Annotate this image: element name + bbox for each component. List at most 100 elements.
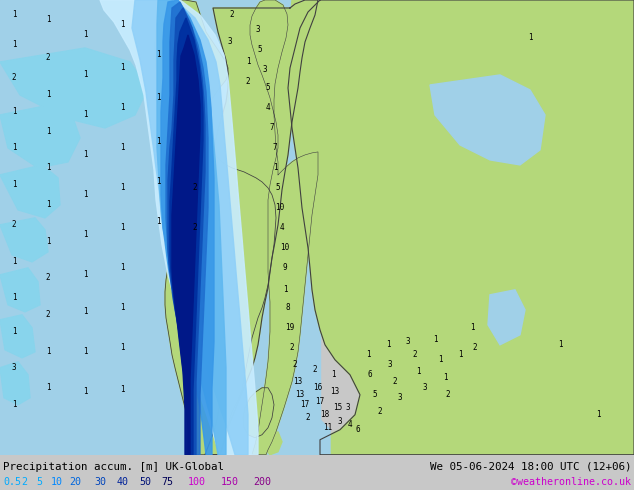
Text: 150: 150 [221,477,238,487]
Text: 2: 2 [11,220,16,229]
Text: 1: 1 [11,144,16,152]
Text: 3: 3 [346,403,351,412]
Text: 1: 1 [558,340,562,349]
Polygon shape [288,0,634,455]
Text: 11: 11 [323,423,333,432]
Text: 3: 3 [228,37,232,47]
Text: 1: 1 [443,373,448,382]
Text: 9: 9 [283,263,287,272]
Polygon shape [155,0,276,455]
Text: 3: 3 [406,337,410,346]
Polygon shape [291,0,305,14]
Text: 200: 200 [254,477,271,487]
Text: 3: 3 [338,417,342,426]
Text: 1: 1 [120,183,124,193]
Text: 1: 1 [82,307,87,317]
Text: 1: 1 [46,91,50,99]
Text: 17: 17 [315,397,325,406]
Text: 1: 1 [11,10,16,20]
Polygon shape [0,315,35,358]
Text: 1: 1 [46,200,50,209]
Text: 1: 1 [82,150,87,159]
Text: 19: 19 [285,323,295,332]
Text: 2: 2 [11,74,16,82]
Text: 1: 1 [82,270,87,279]
Text: 1: 1 [46,163,50,172]
Text: 2: 2 [193,183,197,193]
Polygon shape [0,165,60,218]
Text: 2: 2 [306,413,310,422]
Text: 6: 6 [368,370,372,379]
Text: 8: 8 [286,303,290,312]
Text: 2: 2 [246,77,250,86]
Text: 1: 1 [82,71,87,79]
Text: 3: 3 [11,363,16,372]
Text: 1: 1 [120,64,124,73]
Polygon shape [0,105,80,168]
Text: 1: 1 [432,335,437,344]
Text: 2: 2 [392,377,398,386]
Text: 1: 1 [46,383,50,392]
Polygon shape [170,18,203,455]
Text: 2: 2 [293,360,297,369]
Text: 1: 1 [11,41,16,49]
Text: 1: 1 [120,144,124,152]
Text: 10: 10 [275,203,285,212]
Text: 5: 5 [36,477,42,487]
Text: 1: 1 [246,57,250,67]
Text: 5: 5 [276,183,280,193]
Text: 1: 1 [11,180,16,190]
Text: 1: 1 [331,370,335,379]
Text: 1: 1 [458,350,462,359]
Text: 18: 18 [320,410,330,419]
Text: 2: 2 [378,407,382,416]
Polygon shape [430,75,545,165]
Text: 1: 1 [11,107,16,117]
Text: 1: 1 [156,94,160,102]
Text: 1: 1 [596,410,600,419]
Text: 1: 1 [82,230,87,239]
Text: 1: 1 [120,385,124,394]
Text: 1: 1 [283,285,287,294]
Text: 13: 13 [294,377,302,386]
Polygon shape [488,290,525,345]
Text: 2: 2 [230,10,235,20]
Text: We 05-06-2024 18:00 UTC (12+06): We 05-06-2024 18:00 UTC (12+06) [430,462,631,472]
Text: 1: 1 [82,387,87,396]
Text: 1: 1 [527,33,533,43]
Polygon shape [166,2,208,455]
Text: 10: 10 [280,244,290,252]
Text: 2: 2 [22,477,27,487]
Text: 100: 100 [188,477,205,487]
Text: 2: 2 [413,350,417,359]
Polygon shape [205,0,318,455]
Text: 3: 3 [387,360,392,369]
Text: 1: 1 [120,343,124,352]
Text: 1: 1 [82,191,87,199]
Text: 1: 1 [120,303,124,312]
Text: 3: 3 [398,393,403,402]
Text: 5: 5 [373,390,377,399]
Polygon shape [245,405,330,455]
Text: Precipitation accum. [m] UK-Global: Precipitation accum. [m] UK-Global [3,462,224,472]
Polygon shape [194,265,226,322]
Text: 2: 2 [193,223,197,232]
Text: 3: 3 [256,25,261,34]
Polygon shape [0,268,40,312]
Text: 2: 2 [446,390,450,399]
Text: 4: 4 [280,223,284,232]
Text: 3: 3 [423,383,427,392]
Text: 50: 50 [139,477,152,487]
Text: ©weatheronline.co.uk: ©weatheronline.co.uk [512,477,631,487]
Text: 2: 2 [46,273,50,282]
Text: 2: 2 [46,53,50,62]
Text: 1: 1 [120,223,124,232]
Text: 1: 1 [120,103,124,112]
Polygon shape [0,362,30,405]
Text: 1: 1 [46,237,50,246]
Text: 1: 1 [385,340,391,349]
Polygon shape [243,388,274,438]
Text: 2: 2 [313,365,317,374]
Text: 1: 1 [11,327,16,336]
Text: 1: 1 [120,21,124,29]
